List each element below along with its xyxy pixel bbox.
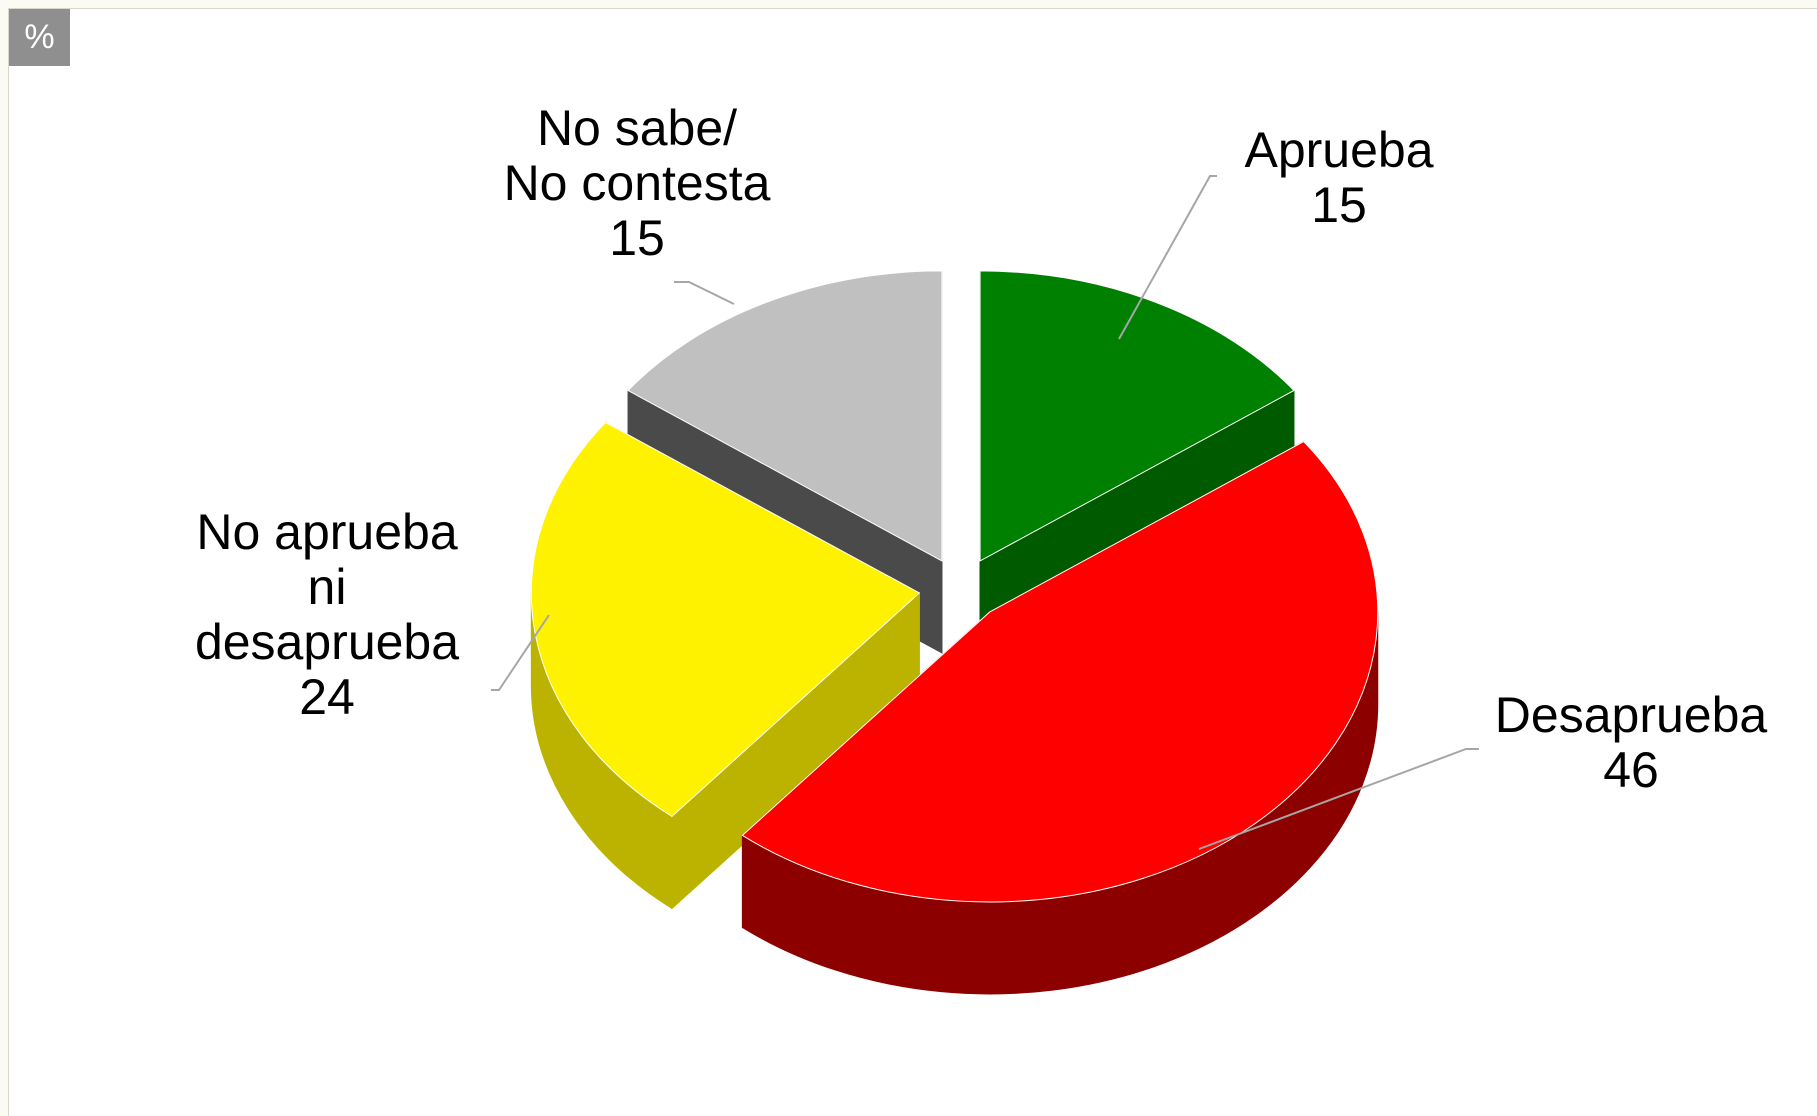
pie-slice-desaprueba <box>741 440 1379 903</box>
data-label-category: No aprueba <box>196 504 457 560</box>
data-label-category: No contesta <box>504 155 771 211</box>
data-label-value: 15 <box>609 210 665 266</box>
pie-slice-no-aprueba-ni-desaprueba <box>530 421 921 818</box>
leader-line <box>674 281 735 305</box>
data-label-category: Desaprueba <box>1495 687 1768 743</box>
leader-line <box>491 614 550 691</box>
chart-panel: % Aprueba 15 Desaprueba 46 No aprueba ni desap… <box>8 8 1817 1116</box>
data-label-category: Aprueba <box>1244 122 1433 178</box>
data-label-category: No sabe/ <box>537 100 737 156</box>
unit-badge: % <box>9 9 70 66</box>
data-label-value: 15 <box>1311 177 1367 233</box>
data-label-value: 24 <box>299 669 355 725</box>
leader-line <box>1118 175 1217 340</box>
data-label-category: desaprueba <box>195 614 459 670</box>
pie-slice-aprueba <box>979 270 1295 562</box>
data-label-category: ni <box>308 559 347 615</box>
pie-slice-no-sabe-no-contesta <box>627 270 943 562</box>
leader-line <box>1198 748 1479 850</box>
data-label-value: 46 <box>1603 742 1659 798</box>
